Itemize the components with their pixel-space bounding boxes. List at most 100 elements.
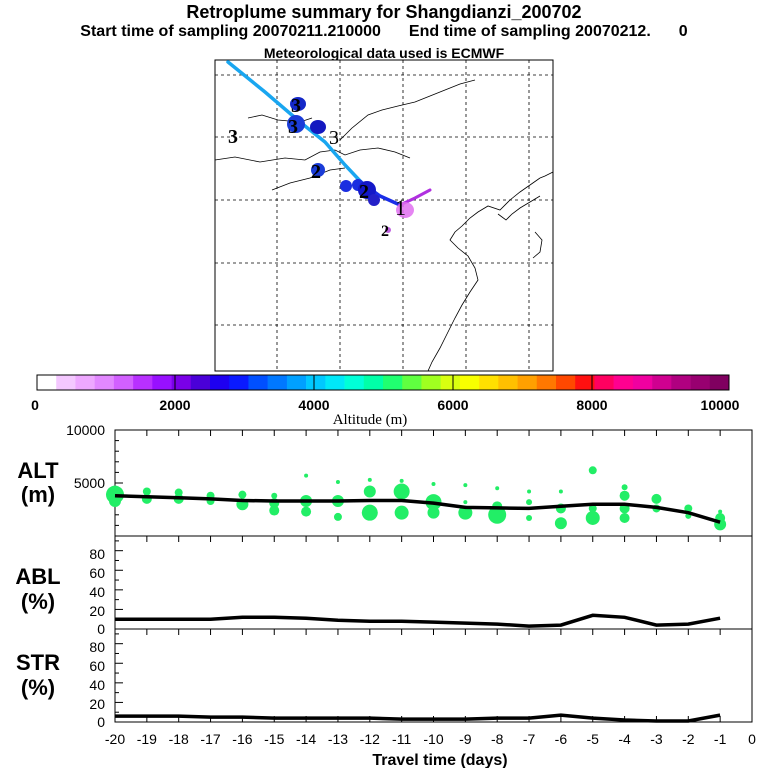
x-tick-label: -14 <box>296 731 316 747</box>
str-ytick-label: 20 <box>89 696 105 712</box>
colorbar-border <box>36 374 730 391</box>
colorbar-swatch <box>383 375 403 390</box>
plume-cluster <box>358 181 376 199</box>
alt-scatter-point <box>361 504 378 521</box>
colorbar-swatch <box>210 375 230 390</box>
colorbar-swatch <box>75 375 95 390</box>
colorbar-swatch <box>171 375 192 390</box>
colorbar-tick-label: 8000 <box>576 397 607 413</box>
str-line <box>115 713 721 723</box>
sampling-times: Start time of sampling 20070211.210000 En… <box>0 23 768 41</box>
alt-scatter-point <box>585 510 600 525</box>
colorbar-swatch <box>556 375 576 390</box>
plume-cluster <box>385 227 391 233</box>
x-tick-label: -12 <box>360 731 380 747</box>
x-axis-title: Travel time (days) <box>372 752 507 768</box>
x-tick-label: -13 <box>328 731 348 747</box>
abl-ytick-label: 80 <box>89 546 105 562</box>
plume-cluster <box>340 180 352 192</box>
alt-scatter-point <box>558 489 563 494</box>
colorbar-swatch <box>190 375 211 390</box>
alt-scatter-point <box>142 487 151 496</box>
abl-label: ABL <box>15 564 60 589</box>
map-day-label: 3 <box>228 126 238 148</box>
str-unit: (%) <box>21 675 55 700</box>
met-data-label: Meteorological data used is ECMWF <box>263 45 505 61</box>
colorbar-swatch <box>594 375 614 390</box>
colorbar-swatch <box>56 375 76 390</box>
chart-title: Retroplume summary for Shangdianzi_20070… <box>186 2 582 22</box>
colorbar-swatch <box>402 375 422 390</box>
map-frame <box>214 59 554 372</box>
alt-scatter-point <box>109 495 121 508</box>
abl-unit: (%) <box>21 589 55 614</box>
colorbar-swatch <box>229 375 249 390</box>
colorbar-swatch <box>440 375 461 390</box>
alt-mean-line <box>114 493 721 524</box>
end-time-label: End time of sampling 20070212. <box>408 23 651 40</box>
colorbar-tick-label: 10000 <box>701 397 740 413</box>
alt-scatter-point <box>427 506 440 519</box>
str-ytick-label: 60 <box>89 658 105 674</box>
x-tick-marks <box>114 430 753 722</box>
alt-scatter-point <box>588 466 597 475</box>
map-day-label: 3 <box>329 127 339 149</box>
abl-ytick-label: 40 <box>89 584 105 600</box>
colorbar-swatch <box>613 375 634 390</box>
x-tick-label: -3 <box>650 731 663 747</box>
colorbar-swatch <box>133 375 153 390</box>
plume-cluster <box>287 115 305 133</box>
x-tick-label: -19 <box>137 731 157 747</box>
colorbar-swatch <box>152 375 172 390</box>
colorbar-swatch <box>344 375 365 390</box>
alt-label: ALT <box>17 458 59 483</box>
colorbar-swatch <box>517 375 538 390</box>
alt-scatter-point <box>495 486 500 491</box>
alt-ytick-label: 5000 <box>74 475 105 491</box>
colorbar-tick-labels: 0 2000 4000 6000 8000 10000 <box>31 397 740 413</box>
str-panel-frame <box>114 628 753 723</box>
abl-ytick-label: 20 <box>89 603 105 619</box>
colorbar-swatch <box>671 375 691 390</box>
alt-scatter-point <box>527 489 532 494</box>
colorbar-swatch <box>363 375 384 390</box>
alt-scatter-point <box>651 493 662 504</box>
colorbar-swatch <box>498 375 518 390</box>
coastline <box>532 231 543 259</box>
abl-ytick-labels: 80 60 40 20 0 <box>89 546 105 637</box>
x-tick-label: -9 <box>459 731 472 747</box>
map-day-label: 2 <box>311 161 321 183</box>
alt-scatter-point <box>271 492 278 499</box>
alt-scatter-point <box>238 490 247 499</box>
colorbar-swatch <box>37 375 57 390</box>
map-day-label: 1 <box>395 195 406 220</box>
panel-labels: ALT (m) ABL (%) STR (%) <box>15 458 60 700</box>
x-tick-label: -8 <box>491 731 504 747</box>
colorbar-swatch <box>536 375 557 390</box>
x-tick-label: -20 <box>105 731 125 747</box>
abl-line <box>115 613 721 628</box>
alt-scatter-point <box>304 473 309 478</box>
str-ytick-label: 0 <box>97 714 105 730</box>
x-tick-label: -11 <box>392 731 411 747</box>
alt-scatter-point <box>526 514 533 521</box>
alt-scatter-point <box>588 504 597 513</box>
plume-clusters <box>287 97 414 233</box>
plume-cluster <box>310 120 326 134</box>
abl-ytick-label: 0 <box>97 621 105 637</box>
border-line <box>339 79 476 141</box>
alt-scatter-point <box>554 517 567 530</box>
colorbar-tick-label: 4000 <box>298 397 329 413</box>
alt-scatter-point <box>431 482 436 487</box>
alt-scatter-point <box>488 505 507 524</box>
abl-panel-frame <box>114 535 753 630</box>
alt-scatter-point <box>399 478 404 483</box>
map-graticule <box>215 60 553 371</box>
alt-scatter-point <box>367 477 372 482</box>
str-label: STR <box>16 650 60 675</box>
x-tick-label: -10 <box>423 731 443 747</box>
colorbar-swatch <box>652 375 672 390</box>
alt-scatter-point <box>335 479 340 484</box>
colorbar-swatch <box>421 375 441 390</box>
x-tick-label: -16 <box>232 731 252 747</box>
